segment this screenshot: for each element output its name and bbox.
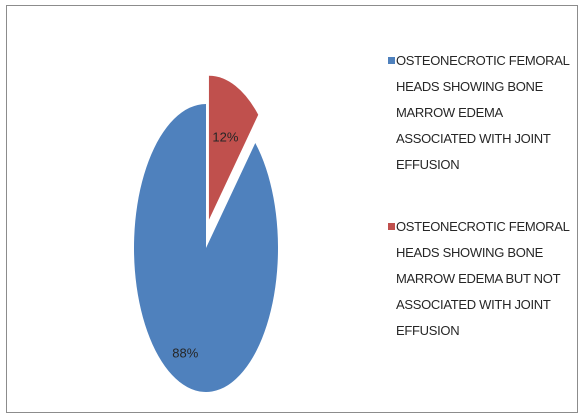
legend-item-with-effusion: OSTEONECROTIC FEMORAL HEADS SHOWING BONE…	[376, 48, 576, 178]
pie-label-2: 12%	[212, 130, 238, 145]
chart-area	[6, 5, 578, 413]
pie-slice-2	[208, 75, 259, 220]
legend-swatch-without-effusion	[388, 223, 395, 230]
pie-label-1: 88%	[172, 345, 198, 360]
pie-slice-1	[133, 104, 278, 392]
legend-item-without-effusion: OSTEONECROTIC FEMORAL HEADS SHOWING BONE…	[376, 214, 576, 344]
legend: OSTEONECROTIC FEMORAL HEADS SHOWING BONE…	[376, 48, 576, 344]
legend-swatch-with-effusion	[388, 57, 395, 64]
legend-label-without-effusion: OSTEONECROTIC FEMORAL HEADS SHOWING BONE…	[396, 219, 570, 338]
legend-label-with-effusion: OSTEONECROTIC FEMORAL HEADS SHOWING BONE…	[396, 53, 570, 172]
